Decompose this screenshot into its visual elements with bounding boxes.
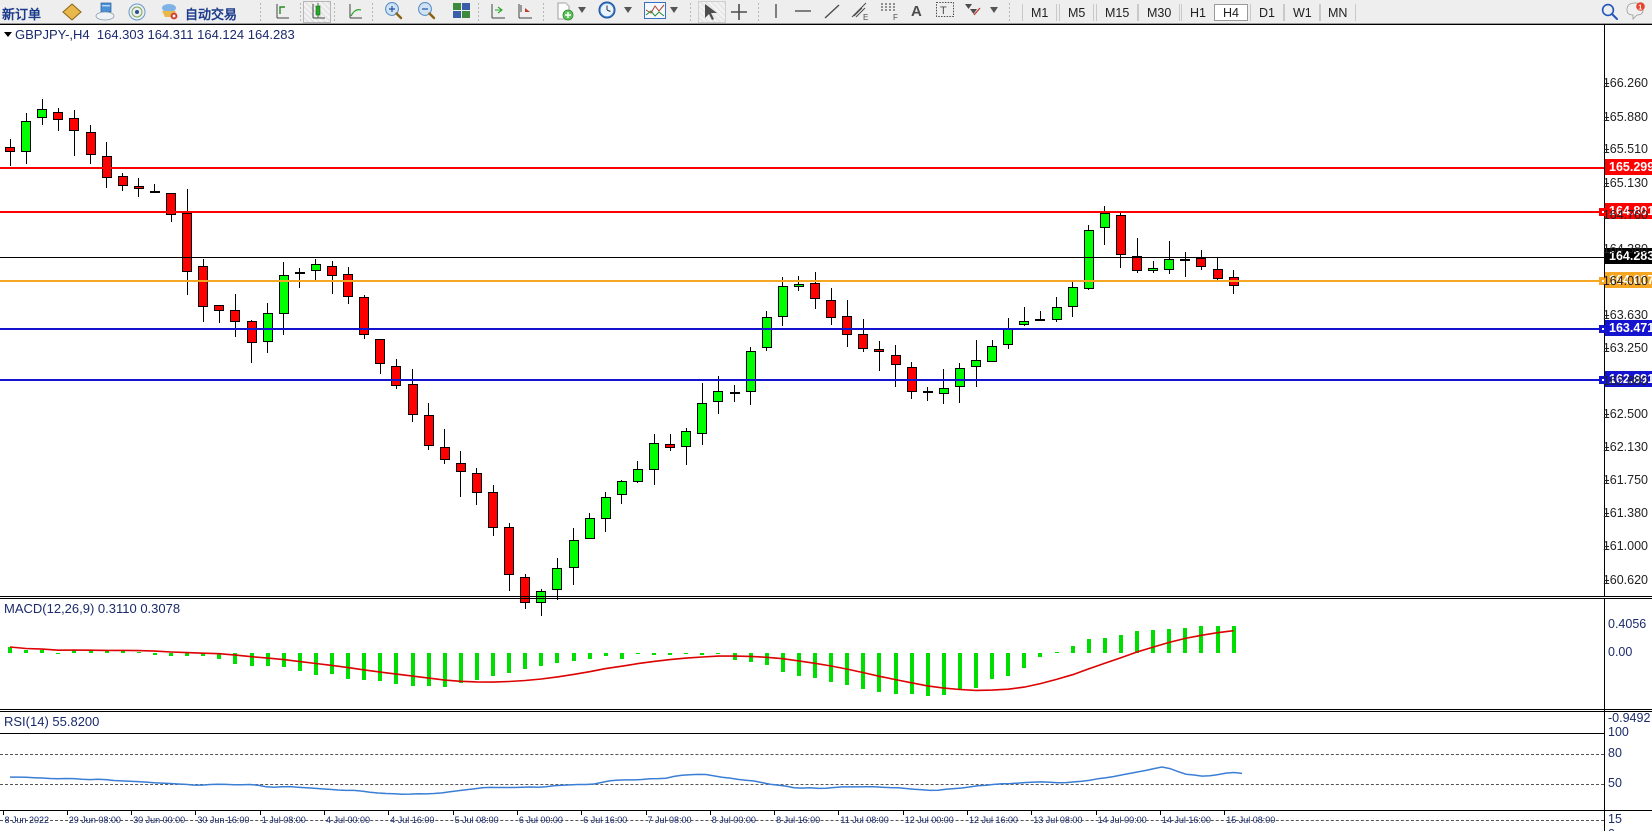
svg-text:F: F [893, 13, 898, 21]
svg-text:T: T [940, 5, 947, 17]
svg-text:1: 1 [1638, 4, 1642, 11]
svg-text:E: E [863, 13, 868, 21]
svg-text:A: A [911, 3, 922, 20]
